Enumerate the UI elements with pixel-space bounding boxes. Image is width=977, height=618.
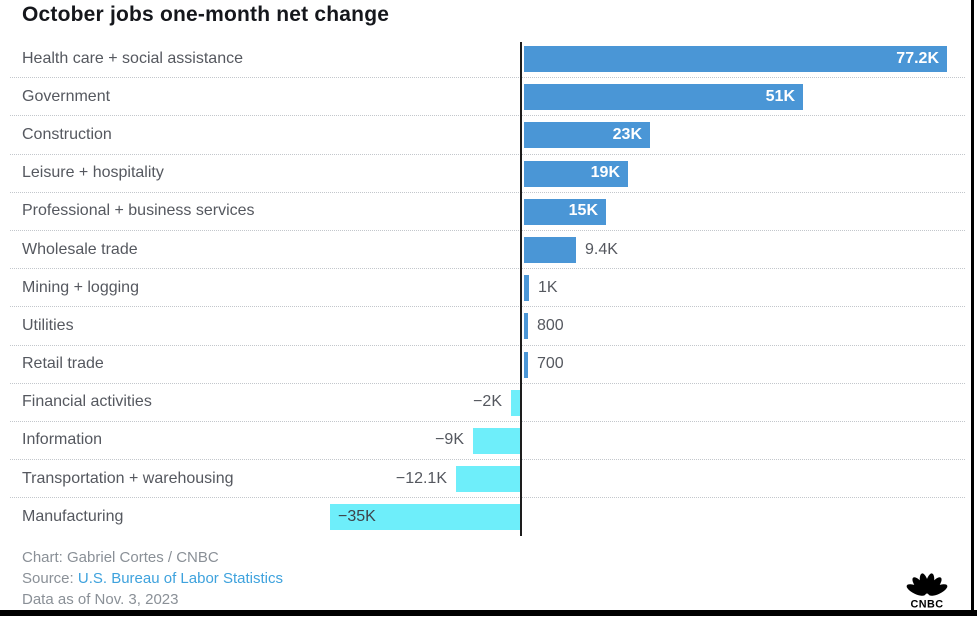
negative-bar: [473, 427, 522, 454]
positive-bar: [524, 275, 529, 302]
bar-chart: Health care + social assistance 77.2K Gove…: [10, 40, 965, 538]
cnbc-wordmark: CNBC: [911, 598, 944, 610]
bar-row: Professional + business services 15K: [10, 193, 965, 231]
bar-row: Construction 23K: [10, 116, 965, 155]
category-label: Professional + business services: [22, 202, 255, 220]
category-label: Transportation + warehousing: [22, 469, 234, 487]
bar-row: Retail trade 700: [10, 346, 965, 384]
category-label: Health care + social assistance: [22, 49, 243, 67]
chart-rows: Health care + social assistance 77.2K Gove…: [10, 40, 965, 536]
bar-value-label: 23K: [612, 125, 642, 143]
bar-value-label: 800: [537, 316, 564, 334]
zero-axis-line: [520, 42, 522, 536]
page-title: October jobs one-month net change: [22, 3, 390, 26]
bar-row: Utilities 800: [10, 307, 965, 346]
bar-row: Information −9K: [10, 422, 965, 461]
chart-credit: Chart: Gabriel Cortes / CNBC: [22, 549, 219, 566]
bar-value-label: −35K: [338, 508, 376, 526]
bar-value-label: 77.2K: [896, 49, 939, 67]
positive-bar: [524, 84, 803, 111]
bar-value-label: −9K: [435, 431, 464, 449]
category-label: Mining + logging: [22, 278, 139, 296]
negative-bar: [456, 466, 522, 493]
positive-bar: [524, 351, 528, 378]
chart-footer: Chart: Gabriel Cortes / CNBC Source: U.S…: [22, 547, 283, 610]
category-label: Utilities: [22, 316, 74, 334]
bar-value-label: 51K: [765, 87, 795, 105]
category-label: Wholesale trade: [22, 240, 138, 258]
bar-value-label: 1K: [538, 278, 558, 296]
bar-row: Wholesale trade 9.4K: [10, 231, 965, 270]
bar-row: Leisure + hospitality 19K: [10, 155, 965, 193]
category-label: Construction: [22, 125, 112, 143]
positive-bar: [524, 313, 528, 340]
bar-row: Transportation + warehousing −12.1K: [10, 460, 965, 499]
peacock-icon: [906, 573, 948, 596]
bar-value-label: −2K: [473, 393, 502, 411]
category-label: Leisure + hospitality: [22, 164, 164, 182]
bar-row: Government 51K: [10, 78, 965, 117]
source-link[interactable]: U.S. Bureau of Labor Statistics: [77, 570, 283, 587]
bar-value-label: 15K: [568, 202, 598, 220]
category-label: Government: [22, 87, 111, 105]
negative-bar: [511, 389, 522, 416]
bar-row: Manufacturing −35K: [10, 498, 965, 536]
category-label: Retail trade: [22, 355, 104, 373]
data-as-of: Data as of Nov. 3, 2023: [22, 591, 179, 608]
negative-bar: [330, 504, 522, 531]
bar-value-label: 700: [537, 355, 564, 373]
bar-value-label: −12.1K: [395, 469, 447, 487]
category-label: Information: [22, 431, 103, 449]
bar-row: Health care + social assistance 77.2K: [10, 40, 965, 79]
positive-bar: [524, 46, 947, 72]
cnbc-logo: CNBC: [906, 573, 948, 610]
positive-bar: [524, 160, 628, 187]
bar-row: Financial activities −2K: [10, 384, 965, 422]
bar-value-label: 9.4K: [585, 240, 618, 258]
frame-border-bottom: [0, 610, 977, 616]
positive-bar: [524, 236, 576, 263]
category-label: Manufacturing: [22, 508, 124, 526]
source-label: Source:: [22, 570, 78, 587]
bar-row: Mining + logging 1K: [10, 269, 965, 308]
positive-bar: [524, 122, 650, 149]
category-label: Financial activities: [22, 393, 152, 411]
positive-bar: [524, 198, 606, 225]
bar-value-label: 19K: [590, 164, 620, 182]
source-line: Source: U.S. Bureau of Labor Statistics: [22, 568, 283, 589]
frame-border-right: [971, 0, 974, 612]
